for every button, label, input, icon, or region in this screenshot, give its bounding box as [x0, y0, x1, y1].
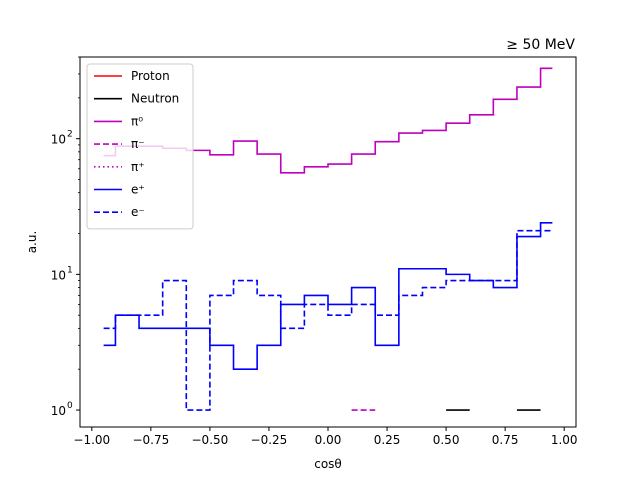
x-tick-label-0: −1.00	[73, 433, 110, 447]
x-tick-label-7: 0.75	[492, 433, 519, 447]
axes: −1.00 −0.75 −0.50 −0.25 0.00 0.25 0.50 0.75 1.00…	[51, 56, 578, 447]
legend-label-6: e⁻	[131, 205, 145, 219]
y-tick-exponent-2: 2	[67, 130, 73, 140]
corner-title: ≥ 50 MeV	[506, 37, 575, 53]
x-tick-label-4: 0.00	[315, 433, 342, 447]
x-tick-label-1: −0.75	[132, 433, 169, 447]
legend-label-4: π⁺	[131, 160, 145, 174]
legend-label-3: π⁻	[131, 137, 145, 151]
x-tick-label-2: −0.50	[192, 433, 229, 447]
y-tick-exponent-1: 1	[67, 265, 73, 275]
x-tick-label-5: 0.25	[374, 433, 401, 447]
legend-label-0: Proton	[131, 69, 170, 83]
series-6-step-0	[103, 229, 553, 411]
series-5-step-0	[103, 221, 553, 370]
legend-label-1: Neutron	[131, 92, 179, 106]
legend: Proton Neutron π⁰ π⁻ π⁺ e⁺ e⁻	[86, 63, 194, 230]
y-tick-label-1: 10	[51, 268, 66, 282]
legend-label-2: π⁰	[131, 114, 143, 128]
y-tick-label-0: 10	[51, 404, 66, 418]
legend-label-5: e⁺	[131, 183, 145, 197]
y-tick-exponent-0: 0	[67, 401, 73, 411]
y-tick-label-2: 10	[51, 133, 66, 147]
y-axis-label: a.u.	[25, 231, 39, 254]
legend-box	[86, 63, 194, 230]
x-tick-label-8: 1.00	[551, 433, 578, 447]
x-tick-label-3: −0.25	[251, 433, 288, 447]
x-axis-label: cosθ	[314, 457, 342, 471]
x-tick-label-6: 0.50	[433, 433, 460, 447]
